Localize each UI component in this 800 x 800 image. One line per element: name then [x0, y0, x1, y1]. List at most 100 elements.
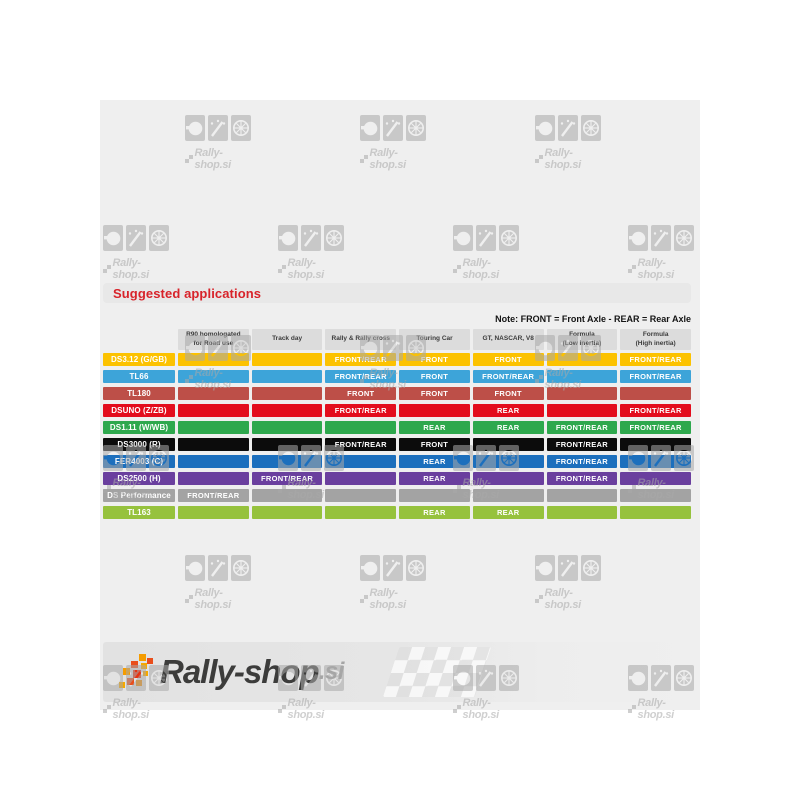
table-row: FER4003 (C) REAR FRONT/REAR — [103, 455, 691, 468]
application-cell — [472, 472, 544, 485]
application-cell — [178, 438, 249, 451]
application-cell — [251, 489, 323, 502]
application-cell — [178, 421, 249, 434]
application-cell: FRONT/REAR — [325, 353, 397, 366]
application-cell — [399, 404, 470, 417]
application-cell: FRONT/REAR — [620, 353, 691, 366]
application-cell — [251, 455, 323, 468]
application-cell: FRONT/REAR — [472, 370, 544, 383]
application-cell — [325, 421, 397, 434]
application-cell: FRONT/REAR — [620, 421, 691, 434]
application-cell: FRONT — [472, 387, 544, 400]
row-label: FER4003 (C) — [103, 455, 175, 468]
column-header: Formula (High inertia) — [620, 329, 691, 350]
application-cell: REAR — [399, 472, 470, 485]
row-label: DS3000 (R) — [103, 438, 175, 451]
application-cell — [251, 387, 323, 400]
logo-suffix: .si — [318, 658, 345, 685]
row-label: TL180 — [103, 387, 175, 400]
table-row: TL163 REAR REAR — [103, 506, 691, 519]
application-cell: FRONT — [325, 387, 397, 400]
column-header: R90 homologated for Road use — [178, 329, 249, 350]
application-cell — [620, 489, 691, 502]
application-cell — [178, 353, 249, 366]
application-cell — [620, 472, 691, 485]
table-row: DS2500 (H) FRONT/REAR REAR FRONT/REAR — [103, 472, 691, 485]
application-cell: FRONT/REAR — [546, 455, 618, 468]
application-cell: REAR — [399, 421, 470, 434]
application-cell — [178, 370, 249, 383]
row-label: DSUNO (Z/ZB) — [103, 404, 175, 417]
application-cell — [472, 455, 544, 468]
application-cell — [251, 506, 323, 519]
table-row: TL66 FRONT/REAR FRONT FRONT/REAR FRONT/REAR — [103, 370, 691, 383]
application-cell — [178, 455, 249, 468]
application-cell — [546, 404, 618, 417]
application-cell — [251, 353, 323, 366]
application-cell — [620, 506, 691, 519]
application-cell — [251, 438, 323, 451]
application-cell — [472, 438, 544, 451]
application-cell: FRONT/REAR — [325, 438, 397, 451]
application-cell — [325, 455, 397, 468]
application-cell: FRONT — [399, 353, 470, 366]
applications-table: R90 homologated for Road use Track day Ral… — [103, 329, 691, 523]
application-cell: FRONT/REAR — [620, 370, 691, 383]
footer-bar: Rally-shop .si — [103, 642, 691, 702]
application-cell: FRONT/REAR — [620, 404, 691, 417]
application-cell — [178, 506, 249, 519]
row-label: DS2500 (H) — [103, 472, 175, 485]
row-label: DS Performance — [103, 489, 175, 502]
flame-checkers-icon — [119, 654, 153, 688]
application-cell: FRONT/REAR — [178, 489, 249, 502]
table-row: TL180 FRONT FRONT FRONT — [103, 387, 691, 400]
application-cell — [546, 387, 618, 400]
section-title-bar: Suggested applications — [103, 283, 691, 303]
application-cell: FRONT/REAR — [325, 370, 397, 383]
logo-text: Rally-shop — [160, 653, 320, 690]
application-cell — [546, 353, 618, 366]
column-header: Track day — [251, 329, 323, 350]
application-cell: REAR — [472, 421, 544, 434]
table-row: DS3.12 (G/GB) FRONT/REAR FRONT FRONT FRONT/R… — [103, 353, 691, 366]
column-header: Formula (Low inertia) — [546, 329, 618, 350]
table-corner-spacer — [103, 329, 175, 350]
application-cell: FRONT — [472, 353, 544, 366]
application-cell — [546, 506, 618, 519]
application-cell — [251, 404, 323, 417]
application-cell — [325, 489, 397, 502]
application-cell — [325, 506, 397, 519]
application-cell: FRONT/REAR — [325, 404, 397, 417]
table-row: DS Performance FRONT/REAR — [103, 489, 691, 502]
application-cell — [251, 370, 323, 383]
application-cell: FRONT — [399, 438, 470, 451]
application-cell: FRONT/REAR — [546, 472, 618, 485]
column-header: Rally & Rally cross — [325, 329, 397, 350]
application-cell — [546, 489, 618, 502]
application-cell: REAR — [472, 404, 544, 417]
application-cell — [325, 472, 397, 485]
row-label: TL163 — [103, 506, 175, 519]
application-cell — [178, 472, 249, 485]
application-cell — [251, 421, 323, 434]
application-cell — [399, 489, 470, 502]
rally-shop-logo: Rally-shop .si — [103, 652, 344, 692]
application-cell — [620, 387, 691, 400]
axle-note: Note: FRONT = Front Axle - REAR = Rear A… — [495, 314, 691, 324]
application-cell: FRONT/REAR — [251, 472, 323, 485]
application-cell: REAR — [399, 506, 470, 519]
application-cell: FRONT — [399, 387, 470, 400]
application-cell — [546, 370, 618, 383]
application-cell: REAR — [472, 506, 544, 519]
table-row: DS3000 (R) FRONT/REAR FRONT FRONT/REAR — [103, 438, 691, 451]
section-title: Suggested applications — [113, 285, 262, 301]
checkered-flag-pattern — [382, 647, 492, 697]
row-label: DS3.12 (G/GB) — [103, 353, 175, 366]
row-label: TL66 — [103, 370, 175, 383]
application-cell — [178, 404, 249, 417]
application-cell: FRONT/REAR — [546, 438, 618, 451]
column-header: Touring Car — [399, 329, 470, 350]
application-cell — [472, 489, 544, 502]
application-cell — [178, 387, 249, 400]
